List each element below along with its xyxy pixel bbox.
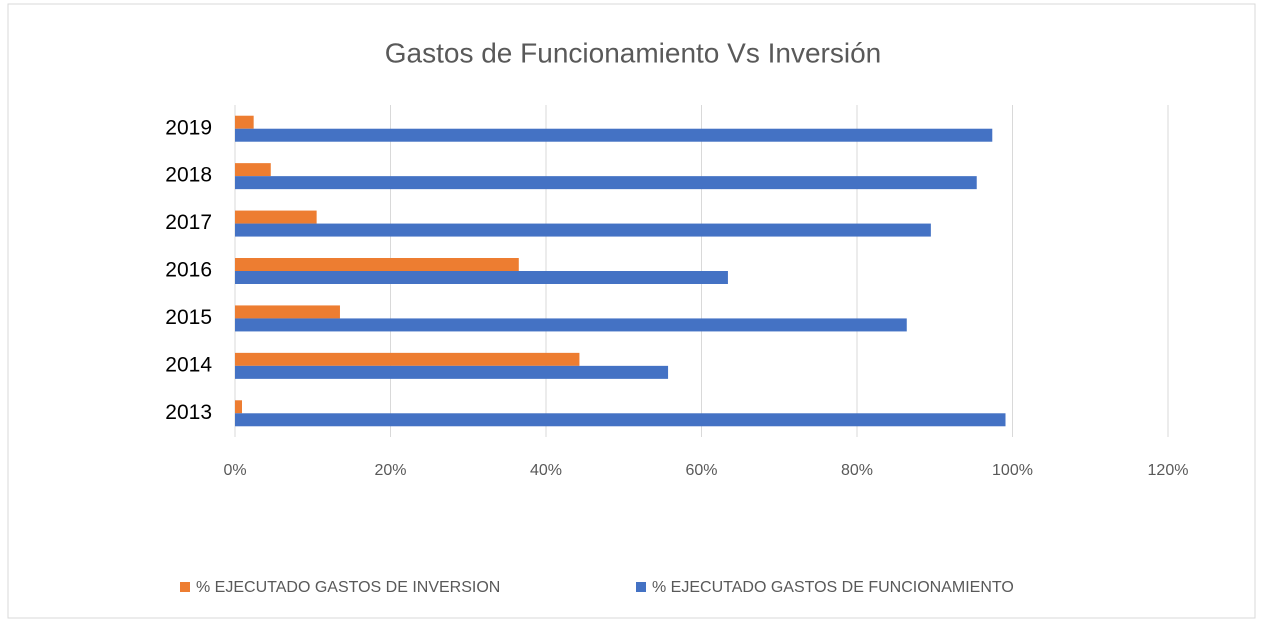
bar xyxy=(235,115,254,129)
x-tick-label: 80% xyxy=(841,462,873,479)
x-tick-label: 60% xyxy=(685,462,717,479)
y-tick-label: 2014 xyxy=(165,353,212,376)
legend-swatch xyxy=(636,582,646,592)
y-tick-label: 2019 xyxy=(165,116,212,139)
x-tick-label: 0% xyxy=(223,462,246,479)
bar xyxy=(235,176,977,190)
bar xyxy=(235,413,1006,427)
x-tick-label: 100% xyxy=(992,462,1033,479)
y-tick-label: 2018 xyxy=(165,164,212,187)
legend-label: % EJECUTADO GASTOS DE INVERSION xyxy=(196,579,500,596)
x-tick-label: 120% xyxy=(1148,462,1189,479)
y-tick-label: 2017 xyxy=(165,211,212,234)
bar xyxy=(235,365,669,379)
y-tick-label: 2013 xyxy=(165,401,212,424)
bar xyxy=(235,352,580,366)
legend-swatch xyxy=(180,582,190,592)
chart-title: Gastos de Funcionamiento Vs Inversión xyxy=(385,37,881,68)
x-tick-label: 40% xyxy=(530,462,562,479)
legend-label: % EJECUTADO GASTOS DE FUNCIONAMIENTO xyxy=(652,579,1014,596)
chart-frame xyxy=(7,3,1256,619)
bar xyxy=(235,163,271,177)
y-tick-label: 2015 xyxy=(165,306,212,329)
bar xyxy=(235,258,519,271)
y-tick-label: 2016 xyxy=(165,259,212,282)
bar xyxy=(235,400,242,414)
bar xyxy=(235,305,340,319)
x-tick-label: 20% xyxy=(374,462,406,479)
bar xyxy=(235,318,907,332)
bar xyxy=(235,210,317,224)
bar xyxy=(235,128,993,142)
bar xyxy=(235,223,931,237)
bar xyxy=(235,271,728,284)
